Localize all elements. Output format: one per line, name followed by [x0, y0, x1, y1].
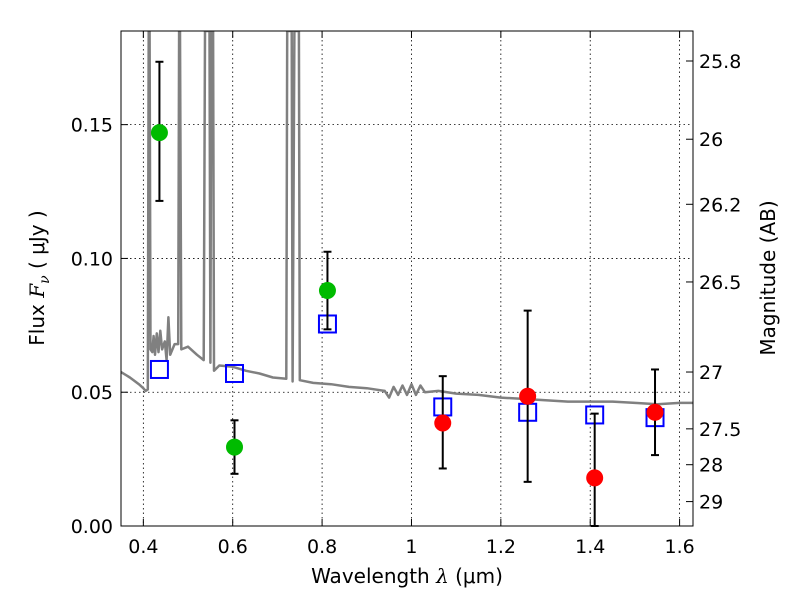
y2-tick-label: 28 [699, 455, 723, 477]
y-tick-label: 0.10 [71, 248, 113, 270]
y-tick-label: 0.00 [71, 516, 113, 538]
x-tick-label: 1.2 [486, 536, 516, 558]
plot-background [121, 31, 693, 526]
x-axis-title: Wavelength λ (μm) [311, 564, 503, 588]
green-point [226, 438, 244, 456]
green-point [150, 124, 168, 142]
x-tick-label: 0.8 [307, 536, 337, 558]
ticks: 0.4 0.6 0.8 1 1.2 1.4 1.6 0.00 0.05 0.10 0.15 25.8 2… [71, 31, 741, 558]
red-point [519, 387, 537, 405]
model-square [149, 359, 169, 379]
x-tick-label: 1.4 [575, 536, 605, 558]
y2-tick-label: 25.8 [699, 51, 741, 73]
y2-tick-label: 29 [699, 492, 723, 514]
red-point [646, 403, 664, 421]
y2-tick-label: 26 [699, 129, 723, 151]
y2-tick-label: 27.5 [699, 419, 741, 441]
y-tick-label: 0.05 [71, 382, 113, 404]
red-point [434, 414, 452, 432]
spectrum-line [121, 31, 693, 406]
x-tick-label: 1 [405, 536, 417, 558]
x-tick-label: 0.6 [218, 536, 248, 558]
green-point [318, 282, 336, 300]
y-tick-label: 0.15 [71, 115, 113, 137]
y2-tick-label: 26.5 [699, 272, 741, 294]
model-square [225, 363, 245, 383]
red-point [586, 469, 604, 487]
plot-frame [120, 30, 694, 527]
x-tick-label: 0.4 [128, 536, 158, 558]
grid [121, 31, 693, 527]
y2-tick-label: 26.2 [699, 194, 741, 216]
y2-tick-label: 27 [699, 362, 723, 384]
y-axis-title: Flux Fν ( μJy ) [25, 210, 53, 345]
data-layer [121, 31, 693, 406]
x-tick-label: 1.6 [664, 536, 694, 558]
errorbar-layer [149, 60, 665, 527]
y2-axis-title: Magnitude (AB) [756, 200, 780, 355]
